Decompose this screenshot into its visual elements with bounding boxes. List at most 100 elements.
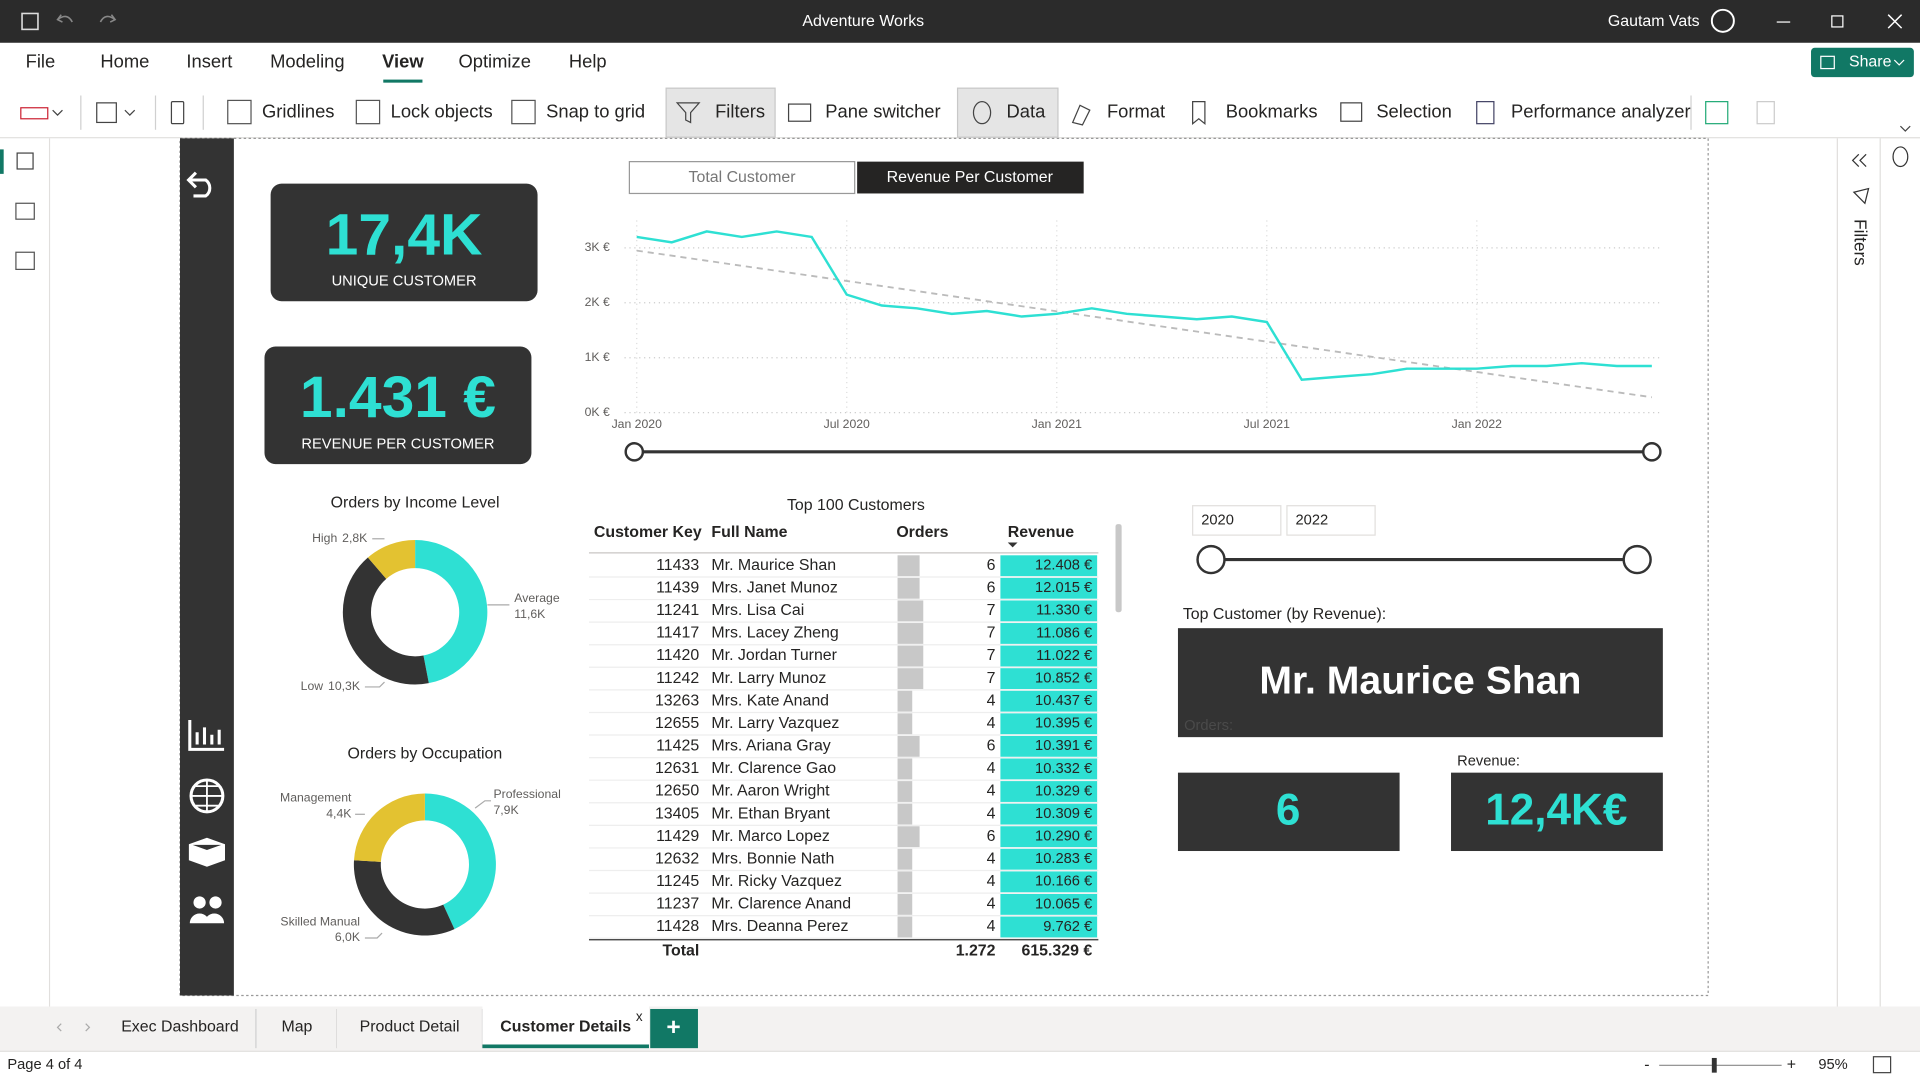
cell-revenue: 10.290 € bbox=[1035, 829, 1092, 845]
person-head bbox=[209, 896, 222, 909]
zoom-out[interactable]: - bbox=[1644, 1057, 1649, 1074]
checkbox[interactable] bbox=[355, 99, 381, 125]
add-page-button[interactable] bbox=[650, 1008, 698, 1049]
nav-chart-icon[interactable] bbox=[188, 720, 225, 751]
toggle-button[interactable] bbox=[628, 161, 856, 195]
slicer-handle[interactable] bbox=[1622, 544, 1652, 575]
toolbar-icon[interactable] bbox=[1756, 101, 1775, 125]
date-slider-handle[interactable] bbox=[1642, 442, 1662, 462]
tab-scroll-right[interactable] bbox=[85, 1023, 91, 1032]
page-tab[interactable] bbox=[104, 1006, 256, 1049]
toolbar-button[interactable]: Performance analyzer bbox=[1511, 100, 1691, 121]
model-view-icon[interactable] bbox=[15, 251, 35, 270]
toolbar-button[interactable]: Gridlines bbox=[262, 100, 334, 121]
toolbar-button[interactable]: Data bbox=[1007, 100, 1047, 121]
column-header[interactable]: Customer Key bbox=[594, 524, 702, 541]
kpi-card bbox=[264, 346, 532, 465]
cell-revenue: 11.086 € bbox=[1036, 625, 1092, 641]
mobile-icon[interactable] bbox=[170, 101, 185, 125]
toolbar-button[interactable]: Format bbox=[1107, 100, 1165, 121]
toolbar-button[interactable]: Bookmarks bbox=[1226, 100, 1318, 121]
column-header[interactable]: Revenue bbox=[1008, 524, 1074, 541]
page-tab-label[interactable]: Customer Details bbox=[500, 1019, 631, 1036]
close-button[interactable] bbox=[1887, 14, 1903, 29]
page-tab-label[interactable]: Map bbox=[281, 1019, 312, 1036]
menu-item[interactable]: Help bbox=[569, 50, 607, 71]
date-slider-handle[interactable] bbox=[624, 442, 645, 462]
performance-icon bbox=[1476, 101, 1495, 125]
report-view-icon[interactable] bbox=[16, 152, 34, 170]
cell-name: Mr. Clarence Anand bbox=[711, 896, 851, 913]
page-tab-label[interactable]: Exec Dashboard bbox=[121, 1019, 239, 1036]
tab-scroll-left[interactable] bbox=[56, 1023, 62, 1032]
restore-button[interactable] bbox=[1831, 15, 1844, 28]
share-label[interactable]: Share bbox=[1849, 54, 1892, 71]
slicer-input[interactable] bbox=[1192, 505, 1282, 536]
toggle-button-active[interactable] bbox=[857, 161, 1084, 194]
menu-item[interactable]: Modeling bbox=[270, 50, 345, 71]
nav-people-icon[interactable] bbox=[189, 913, 225, 924]
redo-icon[interactable] bbox=[99, 14, 117, 23]
tab-close[interactable]: x bbox=[636, 1009, 643, 1024]
cell-revenue: 11.330 € bbox=[1036, 603, 1092, 619]
slicer-input[interactable] bbox=[1286, 505, 1376, 536]
table-view-icon[interactable] bbox=[15, 202, 35, 220]
cell-orders: 7 bbox=[987, 602, 996, 619]
toggle-label[interactable]: Revenue Per Customer bbox=[887, 169, 1054, 186]
data-pane-icon[interactable] bbox=[1892, 146, 1909, 168]
menu-item[interactable]: Home bbox=[100, 50, 149, 71]
page-tab[interactable] bbox=[336, 1006, 483, 1049]
share-button[interactable] bbox=[1811, 47, 1914, 78]
page-view-icon[interactable] bbox=[96, 102, 117, 124]
menu-item[interactable]: File bbox=[26, 50, 56, 71]
revenue-cell-bg bbox=[1000, 555, 1098, 577]
menu-item[interactable]: View bbox=[382, 50, 424, 71]
toolbar-button[interactable]: Pane switcher bbox=[825, 100, 940, 121]
page-tab-active[interactable] bbox=[482, 1006, 649, 1049]
checkbox[interactable] bbox=[511, 99, 536, 125]
undo-icon[interactable] bbox=[56, 14, 73, 23]
slicer-from[interactable]: 2020 bbox=[1201, 512, 1234, 528]
theme-icon[interactable] bbox=[20, 107, 49, 120]
total-label: Total bbox=[662, 943, 699, 960]
pane-icon bbox=[787, 103, 812, 122]
orders-data-bar bbox=[897, 871, 913, 893]
column-header[interactable]: Orders bbox=[896, 524, 948, 541]
filters-button-bg[interactable] bbox=[665, 87, 776, 138]
collapse-icon[interactable] bbox=[1851, 153, 1867, 167]
page-tab[interactable] bbox=[257, 1006, 337, 1049]
nav-box-icon[interactable] bbox=[188, 837, 225, 867]
toggle-label[interactable]: Total Customer bbox=[689, 169, 797, 186]
orders-data-bar bbox=[897, 555, 920, 577]
back-button[interactable] bbox=[186, 171, 212, 198]
zoom-in[interactable]: + bbox=[1787, 1057, 1796, 1074]
cell-orders: 6 bbox=[987, 579, 996, 596]
toolbar-button[interactable]: Snap to grid bbox=[546, 100, 645, 121]
cell-revenue: 10.437 € bbox=[1035, 693, 1092, 709]
fit-page-icon[interactable] bbox=[1872, 1056, 1892, 1074]
user-avatar[interactable] bbox=[1710, 8, 1735, 33]
page-tab-label[interactable]: Product Detail bbox=[360, 1019, 460, 1036]
menu-item[interactable]: Optimize bbox=[458, 50, 530, 71]
cell-orders: 6 bbox=[987, 828, 996, 845]
cell-orders: 6 bbox=[987, 738, 996, 755]
toolbar-button[interactable]: Filters bbox=[715, 100, 765, 121]
add-page-label[interactable]: + bbox=[666, 1014, 680, 1041]
zoom-thumb[interactable] bbox=[1711, 1057, 1717, 1073]
slicer-handle[interactable] bbox=[1196, 544, 1226, 575]
table-scrollbar[interactable] bbox=[1115, 524, 1122, 613]
menu-item[interactable]: Insert bbox=[186, 50, 232, 71]
column-header[interactable]: Full Name bbox=[711, 524, 787, 541]
toolbar-button[interactable]: Lock objects bbox=[391, 100, 493, 121]
data-button-bg[interactable] bbox=[956, 87, 1059, 138]
save-icon[interactable] bbox=[21, 12, 39, 31]
donut-slice bbox=[424, 793, 496, 930]
cell-orders: 4 bbox=[987, 896, 996, 913]
slicer-to[interactable]: 2022 bbox=[1296, 512, 1329, 528]
cell-name: Mr. Ricky Vazquez bbox=[711, 873, 842, 890]
revenue-cell-bg bbox=[1000, 916, 1098, 938]
checkbox[interactable] bbox=[227, 99, 252, 125]
toolbar-button[interactable]: Selection bbox=[1376, 100, 1452, 121]
toolbar-icon[interactable] bbox=[1705, 101, 1729, 125]
